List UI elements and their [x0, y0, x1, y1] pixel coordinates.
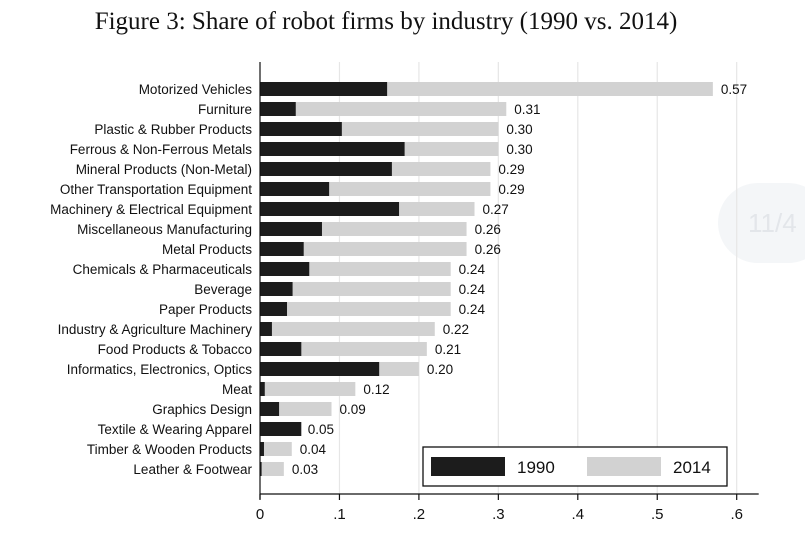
bar-2014 — [260, 282, 451, 296]
bar-1990 — [260, 262, 310, 276]
category-label: Food Products & Tobacco — [98, 342, 252, 357]
category-label: Informatics, Electronics, Optics — [67, 362, 253, 377]
value-label: 0.29 — [498, 162, 524, 177]
legend-swatch-1990 — [431, 457, 505, 476]
value-label: 0.03 — [292, 462, 318, 477]
legend: 1990 2014 — [422, 446, 728, 487]
legend-label-1990: 1990 — [517, 458, 555, 477]
value-label: 0.30 — [506, 122, 532, 137]
x-tick-label: .3 — [492, 506, 505, 523]
bar-1990 — [260, 422, 302, 436]
page-number-text: 11/4 — [748, 208, 797, 238]
bar-1990 — [260, 242, 304, 256]
bar-1990 — [260, 82, 388, 96]
category-label: Beverage — [194, 282, 252, 297]
bar-2014 — [260, 302, 451, 316]
value-label: 0.20 — [427, 362, 453, 377]
value-label: 0.29 — [498, 182, 524, 197]
category-label: Motorized Vehicles — [139, 82, 253, 97]
value-label: 0.22 — [443, 322, 469, 337]
bar-1990 — [260, 462, 262, 476]
category-label: Leather & Footwear — [133, 462, 252, 477]
figure-title: Figure 3: Share of robot firms by indust… — [94, 8, 678, 35]
bar-1990 — [260, 282, 293, 296]
value-label: 0.24 — [459, 282, 486, 297]
x-tick-label: .2 — [413, 506, 426, 523]
x-tick-label: .6 — [730, 506, 743, 523]
bar-2014 — [260, 342, 427, 356]
category-label: Mineral Products (Non-Metal) — [76, 162, 252, 177]
category-label: Metal Products — [162, 242, 252, 257]
bar-1990 — [260, 122, 342, 136]
bar-1990 — [260, 182, 330, 196]
category-label: Furniture — [198, 102, 252, 117]
bar-2014 — [260, 102, 507, 116]
value-label: 0.26 — [475, 222, 501, 237]
legend-label-2014: 2014 — [673, 458, 711, 477]
category-label: Chemicals & Pharmaceuticals — [73, 262, 253, 277]
value-label: 0.04 — [300, 442, 327, 457]
bar-1990 — [260, 322, 272, 336]
bar-1990 — [260, 162, 392, 176]
bar-1990 — [260, 302, 288, 316]
category-label: Paper Products — [159, 302, 252, 317]
category-label: Textile & Wearing Apparel — [98, 422, 252, 437]
category-label: Timber & Wooden Products — [87, 442, 252, 457]
category-labels: Motorized Vehicles Furniture Plastic & Rub… — [50, 82, 252, 477]
bar-2014 — [260, 442, 292, 456]
x-tick-label: .5 — [651, 506, 664, 523]
bar-2014 — [260, 382, 356, 396]
category-label: Miscellaneous Manufacturing — [77, 222, 252, 237]
bar-2014 — [260, 462, 284, 476]
x-tick-label: 0 — [256, 506, 264, 523]
bar-2014 — [260, 242, 467, 256]
axes: 0 .1 .2 .3 .4 .5 .6 — [256, 62, 759, 523]
value-label: 0.31 — [514, 102, 540, 117]
x-tick-label: .1 — [333, 506, 346, 523]
bars — [260, 82, 713, 476]
bar-1990 — [260, 442, 264, 456]
page-number-badge — [718, 183, 805, 263]
x-tick-label: .4 — [572, 506, 585, 523]
category-label: Machinery & Electrical Equipment — [50, 202, 252, 217]
bar-1990 — [260, 402, 280, 416]
category-label: Meat — [222, 382, 252, 397]
category-label: Graphics Design — [152, 402, 252, 417]
bar-1990 — [260, 142, 405, 156]
value-label: 0.24 — [459, 262, 486, 277]
bar-1990 — [260, 202, 400, 216]
value-label: 0.05 — [308, 422, 334, 437]
value-label: 0.12 — [363, 382, 389, 397]
category-label: Ferrous & Non-Ferrous Metals — [70, 142, 253, 157]
value-label: 0.24 — [459, 302, 486, 317]
bar-1990 — [260, 382, 265, 396]
value-label: 0.09 — [340, 402, 366, 417]
bar-2014 — [260, 322, 435, 336]
value-label: 0.26 — [475, 242, 501, 257]
bar-1990 — [260, 102, 296, 116]
bar-1990 — [260, 362, 380, 376]
value-label: 0.57 — [721, 82, 747, 97]
value-label: 0.21 — [435, 342, 461, 357]
category-label: Plastic & Rubber Products — [94, 122, 252, 137]
value-labels: 0.57 0.31 0.30 0.30 0.29 0.29 0.27 0.26 0.26 0.24… — [292, 82, 747, 477]
legend-swatch-2014 — [587, 457, 661, 476]
bar-1990 — [260, 342, 302, 356]
category-label: Industry & Agriculture Machinery — [58, 322, 253, 337]
category-label: Other Transportation Equipment — [60, 182, 252, 197]
bar-1990 — [260, 222, 322, 236]
value-label: 0.27 — [483, 202, 509, 217]
value-label: 0.30 — [506, 142, 532, 157]
